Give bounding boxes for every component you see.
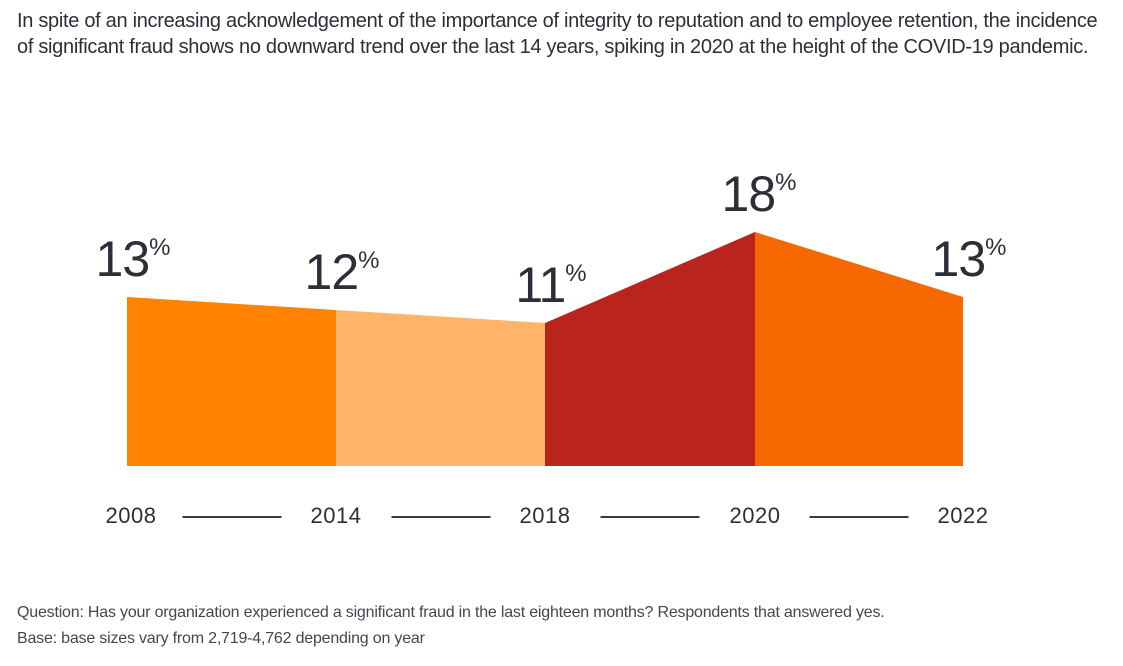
- value-label-2020: 18%: [722, 166, 797, 222]
- axis-dash: [391, 516, 491, 518]
- value-number: 13: [931, 231, 987, 287]
- value-number: 12: [304, 244, 360, 300]
- value-number: 11: [515, 257, 566, 313]
- intro-paragraph: In spite of an increasing acknowledgemen…: [17, 10, 1098, 58]
- value-label-2018: 11%: [515, 257, 586, 313]
- percent-sign: %: [565, 260, 587, 287]
- x-axis-label-2014: 2014: [310, 503, 362, 528]
- percent-sign: %: [985, 234, 1007, 261]
- x-axis-label-2018: 2018: [519, 503, 571, 528]
- area-segment-2008-2014: [127, 297, 336, 466]
- footnote-question: Question: Has your organization experien…: [17, 604, 885, 621]
- area-segment-2014-2018: [336, 310, 545, 466]
- value-label-2014: 12%: [305, 244, 380, 300]
- area-segment-2020-2022: [755, 232, 963, 466]
- x-axis-label-2008: 2008: [105, 503, 157, 528]
- axis-dash: [600, 516, 700, 518]
- footnote-base: Base: base sizes vary from 2,719-4,762 d…: [17, 630, 425, 647]
- percent-sign: %: [775, 169, 797, 196]
- value-label-2008: 13%: [96, 231, 171, 287]
- percent-sign: %: [358, 247, 380, 274]
- value-number: 13: [95, 231, 151, 287]
- x-axis-label-2022: 2022: [937, 503, 989, 528]
- percent-sign: %: [149, 234, 171, 261]
- value-number: 18: [721, 166, 777, 222]
- x-axis-label-2020: 2020: [729, 503, 781, 528]
- value-label-2022: 13%: [932, 231, 1007, 287]
- axis-dash: [182, 516, 282, 518]
- axis-dash: [809, 516, 909, 518]
- area-segment-2018-2020: [545, 232, 755, 466]
